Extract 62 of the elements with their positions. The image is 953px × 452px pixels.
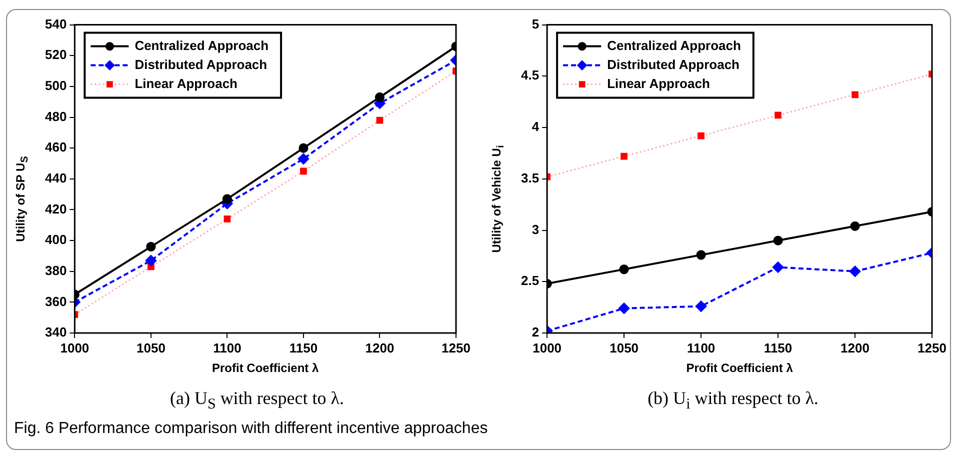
y-tick-label: 2 [532, 324, 540, 340]
point [852, 91, 858, 98]
point [298, 153, 309, 164]
x-tick-label: 1100 [686, 340, 716, 356]
point [619, 264, 629, 274]
y-tick-label: 440 [44, 170, 67, 186]
point [618, 302, 630, 314]
y-tick-label: 460 [44, 140, 67, 155]
x-tick-label: 1250 [918, 340, 946, 356]
x-tick-label: 1200 [365, 340, 394, 356]
point [224, 216, 231, 222]
y-tick-label: 540 [44, 16, 67, 32]
point [298, 143, 308, 153]
point [222, 194, 232, 204]
point [300, 168, 307, 175]
x-axis-title: Profit Coefficient λ [686, 361, 794, 376]
y-tick-label: 4 [532, 119, 540, 134]
legend-label: Linear Approach [134, 76, 238, 91]
y-tick-label: 420 [44, 201, 67, 216]
point [145, 255, 156, 266]
point [850, 266, 861, 277]
y-tick-label: 340 [44, 324, 67, 340]
y-tick-label: 360 [44, 294, 67, 309]
y-tick-label: 5 [532, 16, 540, 32]
x-tick-label: 1250 [442, 340, 470, 356]
point [773, 236, 783, 246]
x-tick-label: 1150 [289, 340, 318, 356]
y-tick-label: 500 [44, 78, 67, 94]
point [850, 221, 860, 231]
x-tick-label: 1050 [136, 340, 166, 356]
x-tick-label: 1100 [213, 340, 242, 356]
legend-label: Centralized Approach [607, 38, 742, 53]
y-tick-label: 380 [44, 262, 67, 278]
y-tick-label: 400 [44, 232, 67, 248]
y-tick-label: 520 [44, 47, 67, 62]
x-tick-label: 1050 [610, 340, 639, 356]
text: (a) U$_{S}$ with respect to λ. [168, 388, 346, 414]
legend-label: Distributed Approach [134, 56, 268, 72]
caption: Fig. 6 Performance comparison with different incentive approaches [14, 420, 488, 438]
y-tick-label: 3 [532, 222, 540, 237]
point [696, 300, 707, 312]
point [774, 112, 782, 119]
x-tick-label: 1000 [60, 340, 90, 356]
point [374, 92, 385, 102]
point [696, 250, 706, 260]
x-tick-label: 1150 [764, 340, 792, 356]
legend-label: Centralized Approach [134, 38, 269, 53]
x-axis-title: Profit Coefficient λ [212, 361, 320, 376]
legend-label: Distributed Approach [607, 56, 740, 72]
text: (b) U$_{i}$ with respect to λ. [646, 388, 820, 414]
x-tick-label: 1200 [840, 340, 870, 356]
y-tick-label: 480 [44, 108, 67, 124]
y-tick-label: 2.5 [520, 273, 540, 288]
point [620, 152, 628, 160]
legend-label: Linear Approach [607, 76, 710, 91]
point [772, 262, 784, 273]
x-tick-label: 1000 [532, 340, 562, 356]
y-tick-label: 3.5 [520, 170, 540, 186]
y-tick-label: 4.5 [520, 68, 540, 83]
point [376, 116, 384, 124]
point [146, 242, 156, 252]
point [698, 132, 704, 140]
